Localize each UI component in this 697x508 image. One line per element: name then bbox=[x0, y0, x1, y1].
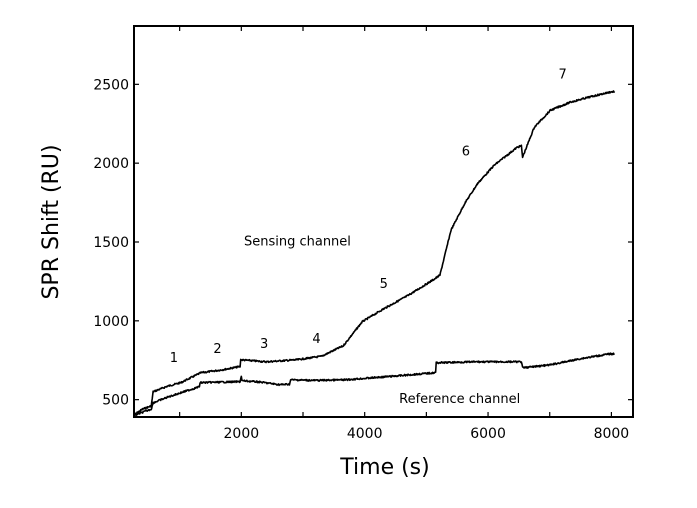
x-tick-label: 4000 bbox=[347, 426, 383, 442]
channel-label: Sensing channel bbox=[244, 234, 351, 249]
y-tick-label: 1500 bbox=[93, 235, 129, 251]
y-tick-label: 500 bbox=[102, 393, 129, 409]
y-tick-label: 2000 bbox=[93, 156, 129, 172]
injection-step-label: 4 bbox=[312, 332, 320, 347]
y-tick-label: 2500 bbox=[93, 77, 129, 93]
injection-step-label: 3 bbox=[260, 337, 268, 352]
tick-layer: 2000 4000 6000 8000 500 1000 1500 2000 2500 bbox=[93, 26, 633, 442]
injection-step-label: 1 bbox=[170, 351, 178, 366]
plot-frame bbox=[133, 25, 634, 418]
x-tick-label: 6000 bbox=[470, 426, 506, 442]
x-tick-label: 8000 bbox=[594, 426, 630, 442]
y-axis-label: SPR Shift (RU) bbox=[39, 144, 64, 299]
injection-step-label: 7 bbox=[559, 67, 567, 82]
series-line-reference bbox=[134, 352, 615, 417]
y-tick-label: 1000 bbox=[93, 314, 129, 330]
injection-step-label: 6 bbox=[462, 145, 470, 160]
series-layer bbox=[133, 90, 616, 417]
x-tick-label: 2000 bbox=[224, 426, 260, 442]
series-line-sensing bbox=[133, 90, 616, 416]
channel-label: Reference channel bbox=[399, 392, 520, 407]
injection-step-label: 5 bbox=[380, 277, 388, 292]
injection-step-label: 2 bbox=[213, 342, 221, 357]
annotation-layer: 1 2 3 4 5 6 7 Sensing channel Reference channel bbox=[170, 67, 567, 407]
x-axis-label: Time (s) bbox=[339, 455, 429, 480]
